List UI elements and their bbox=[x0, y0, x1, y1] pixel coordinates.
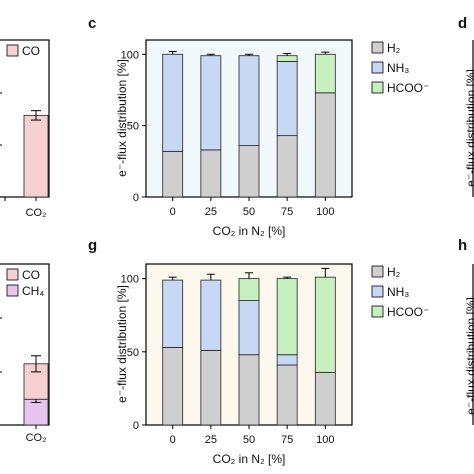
panel-letter-d: d bbox=[458, 15, 467, 32]
legend-swatch-co bbox=[6, 44, 19, 57]
bar-segment-hcoo bbox=[314, 53, 336, 94]
y-tick-label: 100 bbox=[121, 49, 139, 61]
panel-g: g 0 25 50 75 100 0 50 100 e⁻-flux distribution … bbox=[88, 237, 429, 466]
bar-segment-ch4 bbox=[23, 398, 49, 426]
panel-g-x-axis-title: CO₂ in N₂ [%] bbox=[213, 452, 286, 466]
left-bottom-panel: CO CH₄ CO₂ bbox=[0, 263, 50, 444]
bar-segment-h2 bbox=[200, 149, 222, 198]
x-tick-label: 100 bbox=[316, 206, 334, 218]
bar-segment-h2 bbox=[200, 349, 222, 426]
legend-label-co: CO bbox=[22, 44, 40, 58]
x-tick-label: CO₂ bbox=[26, 432, 47, 444]
bar-segment-hcoo bbox=[276, 278, 298, 356]
x-tick-label: 0 bbox=[170, 206, 176, 218]
legend-label-nh3: NH₃ bbox=[387, 61, 409, 75]
panel-c: c 0 25 50 75 100 0 50 100 e⁻-flux distribution … bbox=[88, 15, 429, 238]
bar-segment-co bbox=[23, 114, 49, 198]
bar-segment-nh3 bbox=[238, 300, 260, 356]
y-tick-label: 50 bbox=[127, 121, 139, 133]
left-top-panel: CO CO₂ bbox=[0, 39, 50, 219]
legend-label-co: CO bbox=[22, 268, 40, 282]
panel-c-axes: 0 25 50 75 100 0 50 100 bbox=[121, 49, 335, 218]
y-tick-label: 50 bbox=[127, 347, 139, 359]
x-tick-label: 0 bbox=[170, 434, 176, 446]
panel-letter-c: c bbox=[88, 15, 96, 32]
bar-segment-h2 bbox=[314, 92, 336, 198]
panel-letter-g: g bbox=[88, 237, 97, 254]
bar-segment-nh3 bbox=[162, 53, 184, 152]
panel-g-legend: H₂ NH₃ HCOO⁻ bbox=[371, 265, 429, 319]
panel-d-y-axis-title: e⁻-flux distribution [%] bbox=[464, 69, 474, 187]
panel-g-y-axis-title: e⁻-flux distribution [%] bbox=[115, 285, 129, 403]
bar-segment-nh3 bbox=[200, 279, 222, 351]
panel-d: d e⁻-flux distribution [%] bbox=[458, 15, 474, 187]
x-tick-label: 25 bbox=[205, 434, 217, 446]
legend-swatch-hcoo bbox=[371, 305, 384, 318]
panel-c-x-axis-title: CO₂ in N₂ [%] bbox=[213, 224, 286, 238]
legend-label-nh3: NH₃ bbox=[387, 285, 409, 299]
bar-segment-nh3 bbox=[238, 55, 260, 147]
bar-segment-nh3 bbox=[276, 61, 298, 137]
bar-segment-nh3 bbox=[276, 354, 298, 366]
legend-swatch-co bbox=[6, 268, 19, 281]
bar-segment-h2 bbox=[314, 371, 336, 426]
bar-segment-h2 bbox=[276, 135, 298, 198]
x-tick-label: 50 bbox=[243, 434, 255, 446]
panel-h-y-axis-title: e⁻-flux distribution [%] bbox=[464, 297, 474, 415]
x-tick-label: CO₂ bbox=[26, 207, 47, 219]
panel-c-legend: H₂ NH₃ HCOO⁻ bbox=[371, 41, 429, 95]
x-tick-label: 50 bbox=[243, 206, 255, 218]
legend-label-hcoo: HCOO⁻ bbox=[387, 81, 429, 95]
x-tick-label: 25 bbox=[205, 206, 217, 218]
legend-swatch-nh3 bbox=[371, 61, 384, 74]
x-tick-label: 100 bbox=[316, 434, 334, 446]
bar-segment-h2 bbox=[162, 150, 184, 198]
legend-label-h2: H₂ bbox=[387, 265, 401, 279]
bar-segment-hcoo bbox=[276, 55, 298, 62]
x-tick-label: 75 bbox=[281, 206, 293, 218]
panel-c-y-axis-title: e⁻-flux distribution [%] bbox=[115, 59, 129, 177]
panel-h: h e⁻-flux distribution [%] bbox=[458, 237, 474, 415]
bar-segment-h2 bbox=[162, 347, 184, 426]
y-tick-label: 0 bbox=[133, 420, 139, 432]
panel-g-axes: 0 25 50 75 100 0 50 100 bbox=[121, 274, 335, 446]
legend-swatch-h2 bbox=[371, 265, 384, 278]
bar-segment-hcoo bbox=[314, 276, 336, 373]
panel-g-bars bbox=[162, 267, 336, 426]
legend-swatch-nh3 bbox=[371, 285, 384, 298]
x-tick-label: 75 bbox=[281, 434, 293, 446]
panel-c-bars bbox=[162, 50, 336, 198]
legend-label-h2: H₂ bbox=[387, 41, 401, 55]
y-tick-label: 100 bbox=[121, 274, 139, 286]
legend-label-hcoo: HCOO⁻ bbox=[387, 305, 429, 319]
bar-segment-nh3 bbox=[162, 279, 184, 348]
y-tick-label: 0 bbox=[133, 192, 139, 204]
legend-label-ch4: CH₄ bbox=[22, 284, 44, 298]
bar-segment-h2 bbox=[238, 145, 260, 198]
bar-segment-h2 bbox=[276, 364, 298, 426]
legend-swatch-hcoo bbox=[371, 81, 384, 94]
panel-letter-h: h bbox=[458, 237, 467, 254]
bar-segment-h2 bbox=[238, 354, 260, 426]
legend-swatch-ch4 bbox=[6, 284, 19, 297]
bar-segment-nh3 bbox=[200, 55, 222, 151]
bar-segment-hcoo bbox=[238, 278, 260, 301]
legend-swatch-h2 bbox=[371, 41, 384, 54]
